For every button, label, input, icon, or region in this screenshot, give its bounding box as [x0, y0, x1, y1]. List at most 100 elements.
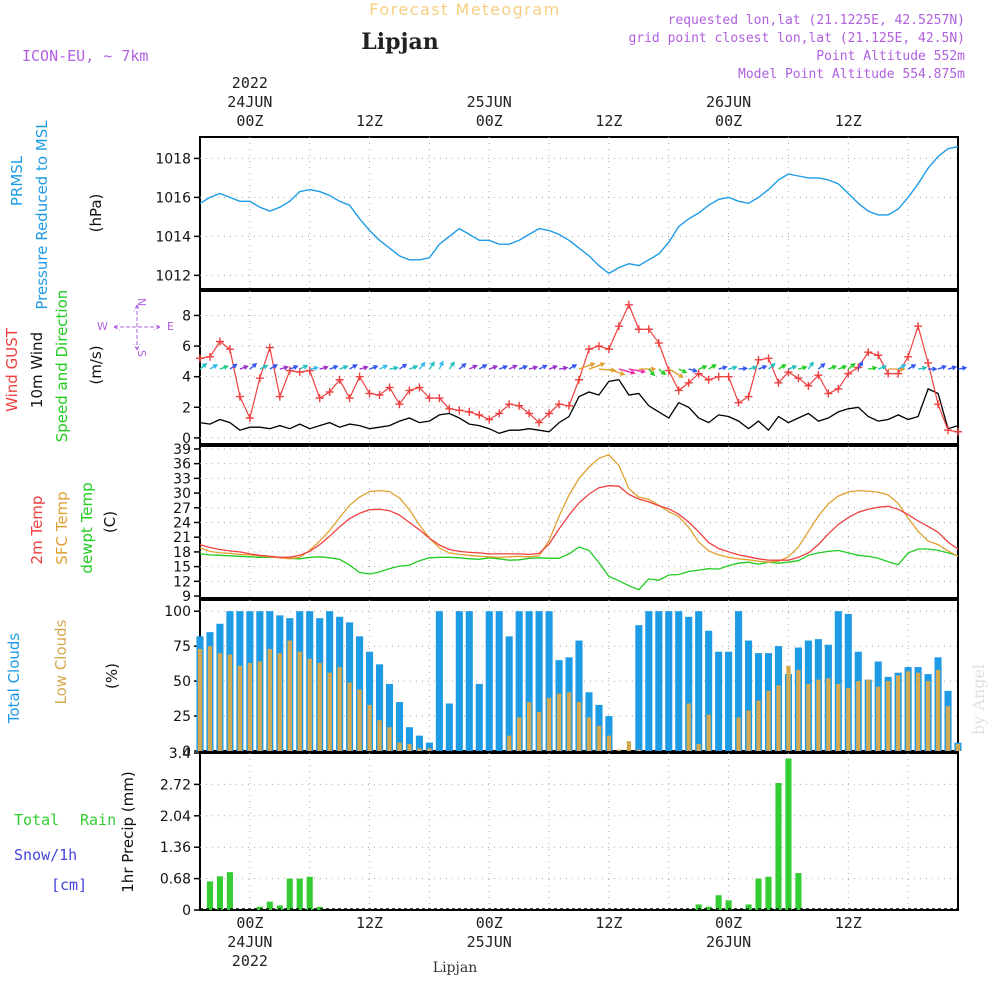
wind-direction-arrow: [588, 362, 606, 370]
rain-bar: [765, 876, 772, 910]
time-label-bottom: 2022: [232, 952, 268, 970]
label-snow: Snow/1h: [14, 846, 77, 864]
low-clouds-bar: [507, 735, 512, 751]
gust-marker: [904, 352, 913, 361]
y-tick-label: 4: [182, 370, 191, 386]
wind-direction-arrow: [928, 366, 938, 372]
gust-marker: [455, 406, 464, 415]
label-ms: (m/s): [87, 345, 105, 384]
panel-pressure: 1012 1014 1016 1018 PRMSL Pressure Reduced to…: [8, 120, 959, 310]
low-clouds-bar: [297, 651, 302, 751]
gust-marker: [445, 404, 454, 413]
total-clouds-bar: [675, 611, 683, 751]
total-clouds-bar: [545, 611, 553, 751]
total-clouds-bar: [735, 611, 743, 751]
panel-frame: [199, 752, 959, 911]
low-clouds-bar: [856, 681, 861, 751]
total-clouds-bar: [725, 651, 733, 751]
wind-direction-arrow: [448, 361, 455, 370]
label-prmsl: PRMSL: [8, 155, 26, 206]
gust-marker: [744, 392, 753, 401]
wind-direction-arrow: [349, 364, 358, 370]
low-clouds-bar: [546, 697, 552, 751]
model-altitude: Model Point Altitude 554.875m: [738, 67, 965, 82]
compass-s: S: [135, 350, 148, 357]
low-clouds-bar: [955, 744, 961, 751]
wind-direction-arrow: [857, 360, 863, 370]
y-tick-label: 36: [173, 457, 191, 473]
low-clouds-bar: [626, 741, 631, 751]
low-clouds-bar: [227, 654, 233, 751]
gust-marker: [335, 375, 344, 384]
time-label-top: 2022: [232, 74, 268, 92]
gust-marker: [205, 352, 214, 361]
label-dewpt-temp: dewpt Temp: [78, 482, 96, 573]
y-tick-label: 0: [182, 744, 191, 760]
low-clouds-bar: [836, 683, 841, 751]
gust-marker: [315, 394, 324, 403]
gust-marker: [545, 409, 554, 418]
wind-direction-arrow: [289, 364, 299, 370]
low-clouds-bar: [686, 703, 691, 751]
wind-direction-arrow: [269, 364, 279, 370]
wind-direction-arrow: [558, 365, 569, 371]
y-tick-label: 27: [173, 501, 191, 517]
low-clouds-bar: [307, 658, 312, 751]
wind-direction-arrow: [518, 364, 529, 370]
total-clouds-bar: [705, 630, 713, 751]
wind-direction-arrow: [897, 364, 907, 370]
time-label-top: 24JUN: [227, 93, 272, 111]
panel-clouds: 0 25 50 75 100 Total Clouds Low Clouds (%): [5, 599, 962, 760]
wind-direction-arrow: [628, 368, 647, 374]
label-low-clouds: Low Clouds: [52, 619, 70, 704]
panel-wind: 0 2 4 6 8 Wind GUST 10m Wind Speed and Directio…: [3, 290, 968, 447]
gust-marker: [225, 345, 234, 354]
wind-direction-arrow: [847, 362, 856, 370]
low-clouds-bar: [237, 665, 243, 751]
total-clouds-bar: [415, 735, 423, 751]
wind-direction-arrow: [768, 362, 776, 370]
rain-bar: [785, 758, 792, 910]
wind-direction-arrow: [488, 364, 499, 370]
y-tick-label: 1012: [155, 268, 191, 284]
wind-direction-arrow: [648, 368, 655, 377]
wind-direction-arrow: [369, 364, 379, 370]
y-tick-label: 1.36: [160, 840, 191, 856]
wind-direction-arrow: [438, 360, 444, 370]
label-sfc-temp: SFC Temp: [53, 491, 71, 564]
rain-bar: [695, 904, 702, 910]
low-clouds-bar: [616, 749, 622, 751]
time-label-bottom: 12Z: [595, 914, 622, 932]
gust-marker: [245, 413, 254, 422]
gust-marker: [764, 354, 773, 363]
low-clouds-bar: [706, 714, 711, 751]
wind-direction-arrow: [568, 364, 578, 370]
label-1hr-precip: 1hr Precip (mm): [119, 771, 137, 892]
gust-marker: [405, 386, 414, 395]
wind-direction-arrow: [658, 368, 667, 376]
gust-marker: [475, 410, 484, 419]
footer-location: Lipjan: [433, 960, 477, 976]
y-tick-label: 24: [173, 515, 191, 531]
watermark: by Angel: [969, 664, 988, 735]
gust-marker: [515, 401, 524, 410]
wind-direction-arrow: [778, 364, 787, 370]
gust-marker: [235, 392, 244, 401]
total-clouds-bar: [635, 625, 643, 751]
rain-bar: [316, 906, 323, 910]
wind-direction-arrow: [638, 366, 657, 372]
y-tick-label: 12: [173, 574, 191, 590]
wind-direction-arrow: [738, 366, 749, 372]
total-clouds-bar: [366, 651, 374, 751]
gust-marker: [604, 345, 613, 354]
gust-marker: [495, 409, 504, 418]
total-clouds-bar: [405, 727, 413, 751]
time-label-top: 26JUN: [706, 93, 751, 111]
gust-marker: [305, 366, 314, 375]
wind-direction-arrow: [389, 365, 399, 371]
y-tick-label: 25: [173, 709, 191, 725]
gust-marker: [485, 415, 494, 424]
gust-marker: [196, 354, 204, 363]
low-clouds-bar: [327, 672, 332, 751]
